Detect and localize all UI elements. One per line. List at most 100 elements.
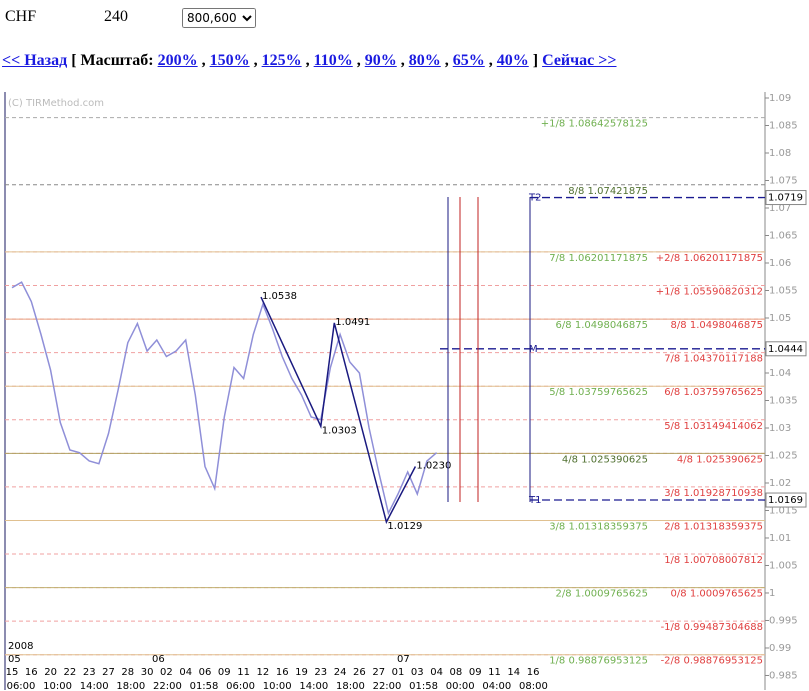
target-value: 1.0444 (768, 344, 803, 355)
level-value: 0.98876953125 (568, 656, 648, 667)
x-date-label: 14 (507, 667, 520, 678)
sub-level-value: 1.05590820312 (683, 286, 763, 297)
sub-level-label: 4/8 1.025390625 (677, 454, 763, 465)
y-tick-label: 1.07 (769, 203, 791, 214)
scale-close: ] (532, 52, 539, 69)
y-tick-label: 1.08 (769, 148, 791, 159)
level-name: 2/8 (556, 589, 572, 600)
zigzag-label: 1.0129 (387, 521, 422, 532)
sub-level-label: 0/8 1.0009765625 (671, 589, 763, 600)
x-date-label: 11 (237, 667, 250, 678)
watermark: (C) TIRMethod.com (8, 98, 104, 109)
level-value: 1.07421875 (588, 186, 648, 197)
x-date-label: 27 (102, 667, 115, 678)
sub-level-name: 7/8 (664, 354, 680, 365)
level-label: 8/8 1.07421875 (568, 186, 648, 197)
target-name: T1 (528, 495, 541, 506)
sub-level-name: 1/8 (664, 555, 680, 566)
x-date-label: 19 (295, 667, 308, 678)
sub-level-value: 1.03149414062 (683, 421, 763, 432)
scale-link[interactable]: 200% (157, 52, 198, 69)
target-box (765, 492, 807, 508)
price-line (11, 281, 438, 516)
month-label: 07 (397, 654, 410, 665)
level-label: 2/8 1.0009765625 (556, 589, 648, 600)
level-value: 1.01318359375 (568, 521, 648, 532)
x-date-label: 27 (372, 667, 385, 678)
target-value: 1.0169 (768, 495, 803, 506)
x-time-label: 06:00 (7, 681, 36, 691)
sub-level-label: +2/8 1.06201171875 (656, 253, 763, 264)
y-tick-label: 1.085 (769, 120, 798, 131)
scales: 200% , 150% , 125% , 110% , 90% , 80% , … (158, 52, 529, 69)
zigzag-label: 1.0538 (262, 291, 297, 302)
x-date-label: 20 (44, 667, 57, 678)
month-label: 05 (8, 654, 21, 665)
size-select[interactable]: 800,600 (182, 8, 256, 28)
y-tick-label: 1.05 (769, 313, 791, 324)
scale-link[interactable]: 110% (313, 52, 353, 69)
level-value: 1.0498046875 (575, 320, 648, 331)
sub-level-label: 6/8 1.03759765625 (664, 387, 763, 398)
sub-level-label: 8/8 1.0498046875 (671, 320, 763, 331)
y-tick-label: 0.99 (769, 643, 791, 654)
x-date-label: 08 (450, 667, 463, 678)
x-time-label: 14:00 (299, 681, 328, 691)
x-date-label: 12 (257, 667, 270, 678)
scale-link[interactable]: 80% (408, 52, 441, 69)
x-date-label: 04 (179, 667, 192, 678)
sub-level-name: +2/8 (656, 253, 680, 264)
zigzag-label: 1.0491 (335, 317, 370, 328)
plot-bg (5, 92, 765, 690)
scale-link[interactable]: 65% (452, 52, 485, 69)
x-date-label: 04 (430, 667, 443, 678)
x-date-label: 16 (276, 667, 289, 678)
x-date-label: 24 (334, 667, 347, 678)
x-date-label: 15 (6, 667, 19, 678)
level-value: 1.025390625 (581, 454, 648, 465)
scale-link[interactable]: 90% (364, 52, 397, 69)
sub-level-label: 2/8 1.01318359375 (664, 521, 763, 532)
back-link[interactable]: << Назад (2, 52, 68, 69)
month-label: 06 (152, 654, 165, 665)
sub-level-value: 0.98876953125 (683, 656, 763, 667)
level-name: 4/8 (562, 454, 578, 465)
level-name: 8/8 (568, 186, 584, 197)
level-value: 1.0009765625 (575, 589, 648, 600)
level-name: 1/8 (549, 656, 565, 667)
x-date-label: 16 (25, 667, 38, 678)
x-date-label: 11 (488, 667, 501, 678)
sub-level-label: 3/8 1.01928710938 (664, 488, 763, 499)
level-value: 1.08642578125 (568, 119, 648, 130)
level-name: 3/8 (549, 521, 565, 532)
now-link[interactable]: Сейчас >> (542, 52, 617, 69)
sub-level-label: 1/8 1.00708007812 (664, 555, 763, 566)
x-time-label: 06:00 (226, 681, 255, 691)
symbol: CHF (5, 8, 37, 25)
sub-level-name: -2/8 (661, 656, 681, 667)
x-time-label: 10:00 (43, 681, 72, 691)
scale-link[interactable]: 40% (496, 52, 529, 69)
sub-level-name: 6/8 (664, 387, 680, 398)
y-tick-label: 1.015 (769, 505, 798, 516)
y-tick-label: 1.035 (769, 395, 798, 406)
level-label: 1/8 0.98876953125 (549, 656, 648, 667)
sub-level-name: 8/8 (671, 320, 687, 331)
y-tick-label: 1.01 (769, 533, 791, 544)
scale-link[interactable]: 125% (261, 52, 302, 69)
separator: , (444, 52, 449, 69)
separator: , (400, 52, 405, 69)
scale-link[interactable]: 150% (209, 52, 250, 69)
y-tick-label: 1 (769, 588, 775, 599)
x-time-label: 18:00 (336, 681, 365, 691)
target-box (765, 341, 807, 357)
y-tick-label: 1.06 (769, 258, 791, 269)
x-date-label: 09 (218, 667, 231, 678)
sub-level-value: 1.00708007812 (683, 555, 763, 566)
sub-level-value: 1.0498046875 (690, 320, 763, 331)
x-date-label: 02 (160, 667, 173, 678)
x-time-label: 00:00 (446, 681, 475, 691)
sub-level-label: -1/8 0.99487304688 (661, 622, 763, 633)
scale-label: [ Масштаб: (71, 52, 154, 69)
